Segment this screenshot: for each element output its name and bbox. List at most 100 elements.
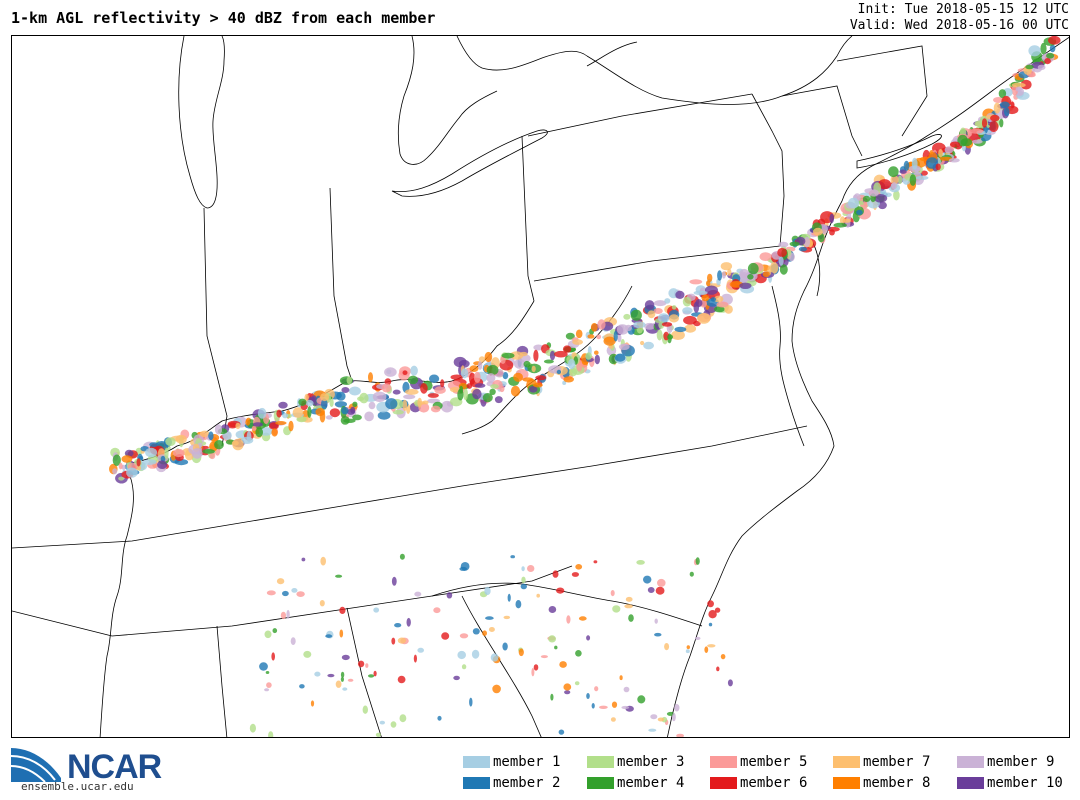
reflectivity-cell — [1025, 64, 1034, 70]
reflectivity-cell — [621, 705, 630, 710]
legend-item-member-7: member 7 — [833, 752, 930, 772]
reflectivity-cell — [759, 252, 772, 261]
reflectivity-cell — [214, 440, 224, 450]
reflectivity-cell — [175, 434, 187, 444]
reflectivity-cell — [562, 380, 567, 385]
reflectivity-cell — [988, 121, 999, 132]
reflectivity-cell — [165, 437, 176, 446]
reflectivity-cell — [486, 364, 499, 376]
reflectivity-cell — [510, 555, 515, 559]
reflectivity-cell — [440, 379, 445, 388]
reflectivity-cell — [981, 118, 988, 128]
reflectivity-cell — [575, 564, 583, 570]
reflectivity-cell — [490, 384, 499, 389]
reflectivity-cell — [969, 128, 983, 134]
reflectivity-cell — [714, 607, 721, 613]
reflectivity-cell — [657, 313, 670, 323]
reflectivity-cell — [528, 386, 538, 393]
reflectivity-cell — [1048, 36, 1061, 45]
reflectivity-cell — [724, 305, 733, 314]
reflectivity-cell — [531, 365, 536, 373]
reflectivity-cell — [708, 610, 717, 619]
reflectivity-cell — [566, 615, 571, 624]
reflectivity-cell — [272, 628, 278, 634]
reflectivity-cell — [255, 427, 263, 438]
reflectivity-cell — [628, 614, 634, 622]
reflectivity-cell — [490, 653, 499, 662]
lake-erie — [391, 129, 548, 197]
reflectivity-cell — [397, 675, 406, 684]
reflectivity-cell — [789, 241, 800, 247]
reflectivity-cell — [721, 271, 726, 279]
reflectivity-cell — [449, 387, 461, 393]
reflectivity-cell — [264, 688, 270, 692]
reflectivity-cell — [275, 421, 287, 425]
reflectivity-cell — [888, 166, 899, 178]
reflectivity-cell — [519, 351, 528, 357]
reflectivity-cell — [477, 361, 483, 370]
reflectivity-cell — [406, 617, 411, 627]
reflectivity-cell — [590, 322, 598, 332]
reflectivity-cell — [266, 682, 272, 688]
reflectivity-cell — [264, 630, 272, 639]
legend-item-member-1: member 1 — [463, 752, 560, 772]
reflectivity-cell — [478, 356, 486, 363]
reflectivity-cell — [654, 632, 662, 637]
legend-label: member 10 — [987, 775, 1063, 791]
reflectivity-cell — [556, 587, 565, 594]
reflectivity-cell — [494, 396, 503, 404]
reflectivity-cell — [251, 425, 257, 431]
map-title: 1-km AGL reflectivity > 40 dBZ from each… — [11, 9, 436, 27]
reflectivity-cell — [682, 307, 693, 314]
reflectivity-cell — [459, 385, 464, 394]
reflectivity-cell — [325, 634, 333, 638]
reflectivity-cell — [518, 648, 524, 657]
reflectivity-cell — [1020, 79, 1032, 90]
reflectivity-cell — [368, 372, 373, 383]
reflectivity-cell — [303, 650, 312, 658]
reflectivity-cell — [695, 557, 700, 565]
reflectivity-cell — [960, 138, 973, 147]
reflectivity-cell — [268, 731, 274, 737]
reflectivity-cell — [540, 655, 548, 659]
reflectivity-cell — [668, 314, 680, 323]
reflectivity-cell — [392, 389, 401, 395]
reflectivity-cell — [453, 675, 460, 681]
reflectivity-cell — [1040, 42, 1047, 55]
reflectivity-cell — [915, 175, 929, 180]
reflectivity-cell — [611, 701, 618, 708]
reflectivity-cell — [430, 405, 441, 413]
legend-swatch — [957, 756, 984, 768]
reflectivity-cell — [533, 382, 543, 388]
reflectivity-cell — [472, 628, 480, 635]
reflectivity-cell — [664, 643, 670, 651]
reflectivity-cell — [347, 678, 354, 682]
reflectivity-cell — [390, 721, 397, 728]
reflectivity-cell — [466, 383, 473, 389]
reflectivity-cell — [484, 586, 491, 596]
reflectivity-cell — [372, 391, 387, 402]
reflectivity-cell — [862, 195, 871, 202]
reflectivity-cell — [1028, 45, 1041, 57]
reflectivity-cell — [993, 97, 1004, 103]
legend-label: member 3 — [617, 754, 685, 770]
reflectivity-cell — [340, 676, 344, 682]
reflectivity-cell — [613, 330, 618, 342]
reflectivity-cell — [617, 333, 622, 343]
reflectivity-cell — [342, 687, 348, 691]
reflectivity-cell — [533, 664, 539, 671]
reflectivity-cell — [314, 671, 321, 677]
reflectivity-cell — [112, 454, 121, 466]
reflectivity-cell — [664, 298, 671, 304]
reflectivity-cell — [346, 376, 352, 385]
reflectivity-cell — [433, 607, 441, 614]
reflectivity-cell — [501, 352, 515, 359]
reflectivity-cell — [990, 114, 1000, 122]
reflectivity-cell — [890, 175, 899, 185]
reflectivity-cell — [596, 334, 602, 340]
legend-label: member 9 — [987, 754, 1055, 770]
reflectivity-cell — [327, 673, 335, 678]
reflectivity-cell — [453, 356, 467, 368]
reflectivity-cell — [926, 157, 939, 169]
reflectivity-cell — [335, 574, 343, 578]
